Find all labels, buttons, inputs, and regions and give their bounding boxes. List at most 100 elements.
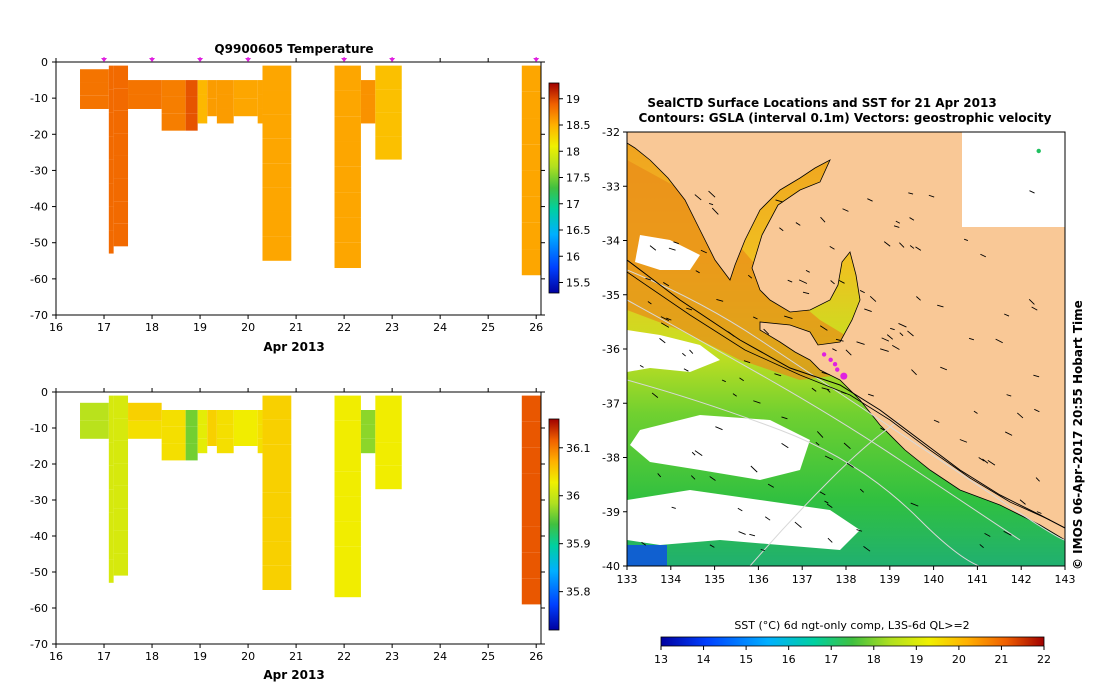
salinity-colorbar-ticks: 35.8 35.9 36 36.1 — [559, 442, 591, 599]
velocity-vector — [753, 400, 761, 404]
velocity-vector — [1036, 511, 1042, 514]
profile-cell — [375, 395, 402, 419]
profile-cell — [113, 201, 129, 224]
profile-cell — [375, 112, 402, 137]
profile-cell — [216, 108, 234, 124]
x-tick-label: 25 — [481, 321, 495, 334]
x-tick-label: 19 — [193, 650, 207, 663]
profile-cell — [334, 471, 361, 497]
profile-cell — [216, 410, 234, 425]
profile-marker-arrow — [149, 58, 156, 62]
cloud-gap-south — [627, 490, 860, 550]
x-tick-label: 16 — [49, 321, 63, 334]
sst-map-panel: SealCTD Surface Locations and SST for 21… — [602, 96, 1085, 666]
gsla-contour-4 — [749, 419, 901, 566]
velocity-vector — [1019, 499, 1026, 505]
profile-cell — [375, 419, 402, 443]
colorbar-tick-label: 35.9 — [566, 538, 591, 551]
map-x-tick-label: 134 — [660, 573, 681, 586]
velocity-vector — [979, 544, 984, 549]
profile-cell — [108, 419, 114, 443]
profile-cell — [207, 80, 217, 99]
profile-cell — [521, 578, 541, 605]
velocity-vector — [689, 349, 694, 354]
profile-cell — [108, 442, 114, 466]
velocity-vector — [880, 348, 889, 352]
velocity-vector — [899, 332, 904, 337]
map-title: SealCTD Surface Locations and SST for 21… — [647, 96, 996, 110]
velocity-vector — [660, 316, 670, 321]
y-tick-label: -50 — [30, 566, 48, 579]
map-y-ticks: -32 -33 -34 -35 -36 -37 -38 -39 -40 — [602, 126, 627, 573]
profile-cell — [334, 395, 361, 421]
velocity-vector — [915, 246, 922, 251]
profile-marker-arrow — [389, 58, 396, 62]
velocity-vector — [779, 227, 784, 232]
profile-cell — [334, 141, 361, 167]
velocity-vector — [830, 280, 835, 285]
velocity-vector — [982, 458, 989, 464]
map-x-tick-label: 135 — [704, 573, 725, 586]
map-x-tick-label: 136 — [748, 573, 769, 586]
y-tick-label: -50 — [30, 237, 48, 250]
map-colorbar — [660, 636, 1045, 647]
velocity-vector — [916, 296, 921, 301]
map-y-tick-label: -35 — [602, 289, 620, 302]
velocity-vector — [815, 441, 820, 446]
velocity-vector — [1028, 298, 1035, 305]
profile-cell — [262, 187, 292, 212]
velocity-vector — [660, 322, 670, 328]
profile-cell — [108, 559, 114, 583]
velocity-vector — [909, 245, 915, 249]
velocity-vector — [984, 533, 991, 537]
profile-cell — [108, 112, 114, 137]
profile-cell — [375, 465, 402, 490]
profile-cell — [207, 428, 217, 446]
velocity-vector — [940, 366, 948, 371]
velocity-vector — [775, 199, 784, 203]
velocity-vector — [673, 241, 679, 245]
profile-cell — [185, 410, 198, 427]
profile-cell — [360, 80, 376, 95]
profile-cell — [197, 438, 208, 454]
profile-cell — [360, 424, 376, 439]
x-tick-label: 16 — [49, 650, 63, 663]
profile-cell — [257, 80, 263, 95]
map-colorbar-tick-label: 17 — [824, 653, 838, 666]
velocity-vector — [827, 537, 833, 543]
profile-cell — [216, 80, 234, 95]
map-x-tick-label: 143 — [1055, 573, 1076, 586]
cool-patch — [627, 545, 667, 566]
velocity-vector — [649, 245, 657, 251]
profile-cell — [360, 108, 376, 124]
velocity-vector — [695, 270, 700, 274]
profile-cell — [113, 418, 129, 441]
velocity-vector — [708, 190, 716, 198]
profile-cell — [161, 113, 186, 131]
no-data-box — [962, 132, 1065, 227]
profile-cell — [197, 108, 208, 124]
velocity-vector — [767, 483, 775, 488]
cloud-gap-gulf — [635, 235, 700, 270]
profile-cell — [108, 65, 114, 90]
profile-cell — [197, 410, 208, 425]
profile-cell — [128, 80, 162, 95]
temperature-y-ticks: 0 -10 -20 -30 -40 -50 -60 -70 — [30, 56, 545, 322]
velocity-vector — [690, 475, 696, 480]
velocity-vector — [711, 207, 719, 215]
temperature-cells — [80, 65, 541, 276]
velocity-vector — [846, 462, 854, 468]
velocity-vector — [968, 337, 975, 341]
profile-marker-arrow — [341, 58, 348, 62]
salinity-panel: 16 17 18 19 20 21 22 23 24 25 26 0 -10 -20 -30 -40 -50 -… — [30, 386, 590, 682]
map-y-tick-label: -34 — [602, 235, 620, 248]
colorbar-tick-label: 17.5 — [566, 172, 591, 185]
profile-cell — [113, 65, 129, 89]
shelf-break-line — [627, 259, 1065, 529]
profile-cell — [113, 178, 129, 202]
profile-cell — [521, 473, 541, 500]
velocity-vector — [959, 439, 968, 443]
velocity-vector — [899, 242, 905, 248]
profile-cell — [334, 166, 361, 193]
temperature-x-ticks: 16 17 18 19 20 21 22 23 24 25 26 — [49, 58, 543, 334]
